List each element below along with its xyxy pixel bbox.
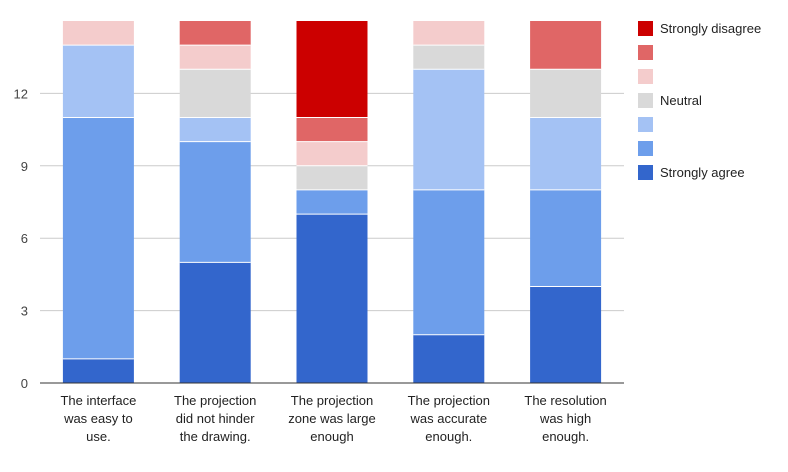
legend-label: Neutral (660, 93, 702, 108)
legend-swatch (638, 93, 653, 108)
y-tick-label: 6 (21, 231, 28, 246)
x-category-label-line: was easy to (63, 411, 133, 426)
axes: 0 3 6 9 12 The interface was easy to use. The pr… (14, 86, 624, 444)
legend-swatch (638, 141, 653, 156)
y-tick-label: 9 (21, 159, 28, 174)
bar-segment (296, 21, 368, 118)
bar-segment (530, 286, 602, 383)
bars (62, 21, 602, 383)
bar-segment (62, 21, 134, 46)
legend-label: Strongly disagree (660, 21, 761, 36)
bar-segment (413, 334, 485, 383)
x-category-label: The projection did not hinder the drawing. (174, 393, 256, 444)
bar-segment (296, 117, 368, 142)
bar-segment (413, 21, 485, 46)
x-category-label-line: did not hinder (176, 411, 255, 426)
bar-segment (62, 45, 134, 118)
bar-segment (413, 69, 485, 190)
legend: Strongly disagree Neutral Strongly agree (638, 21, 761, 180)
bar-segment (530, 117, 602, 190)
y-tick-label: 3 (21, 304, 28, 319)
bar-segment (413, 45, 485, 70)
x-category-label-line: The resolution (524, 393, 606, 408)
bar-segment (179, 69, 251, 118)
x-category-label: The projection was accurate enough. (408, 393, 490, 444)
x-category-label-line: was high (539, 411, 591, 426)
x-category-label-line: was accurate (410, 411, 488, 426)
x-category-label-line: The projection (291, 393, 373, 408)
x-category-label-line: zone was large (288, 411, 375, 426)
bar-segment (62, 117, 134, 359)
y-tick-label: 0 (21, 376, 28, 391)
x-category-label-line: enough. (425, 429, 472, 444)
bar-segment (296, 141, 368, 166)
bar-segment (179, 141, 251, 263)
legend-swatch (638, 45, 653, 60)
legend-swatch (638, 117, 653, 132)
x-category-label-line: enough. (542, 429, 589, 444)
bar-segment (62, 358, 134, 383)
x-category-label-line: use. (86, 429, 111, 444)
x-category-label-line: The projection (174, 393, 256, 408)
legend-swatch (638, 165, 653, 180)
bar-segment (179, 262, 251, 383)
x-category-label-line: the drawing. (180, 429, 251, 444)
legend-label: Strongly agree (660, 165, 745, 180)
y-tick-label: 12 (14, 86, 28, 101)
bar-segment (530, 21, 602, 70)
bar-segment (179, 117, 251, 142)
bar-segment (530, 189, 602, 287)
x-category-label-line: enough (310, 429, 353, 444)
bar-segment (413, 189, 485, 335)
legend-swatch (638, 21, 653, 36)
x-category-label: The resolution was high enough. (524, 393, 606, 444)
bar-segment (530, 69, 602, 118)
bar-segment (296, 165, 368, 190)
bar-segment (179, 45, 251, 70)
x-category-label: The interface was easy to use. (60, 393, 136, 444)
bar-segment (296, 214, 368, 383)
x-category-label-line: The interface (60, 393, 136, 408)
bar-segment (179, 21, 251, 46)
legend-swatch (638, 69, 653, 84)
bar-segment (296, 189, 368, 215)
x-category-label: The projection zone was large enough (288, 393, 375, 444)
x-category-label-line: The projection (408, 393, 490, 408)
